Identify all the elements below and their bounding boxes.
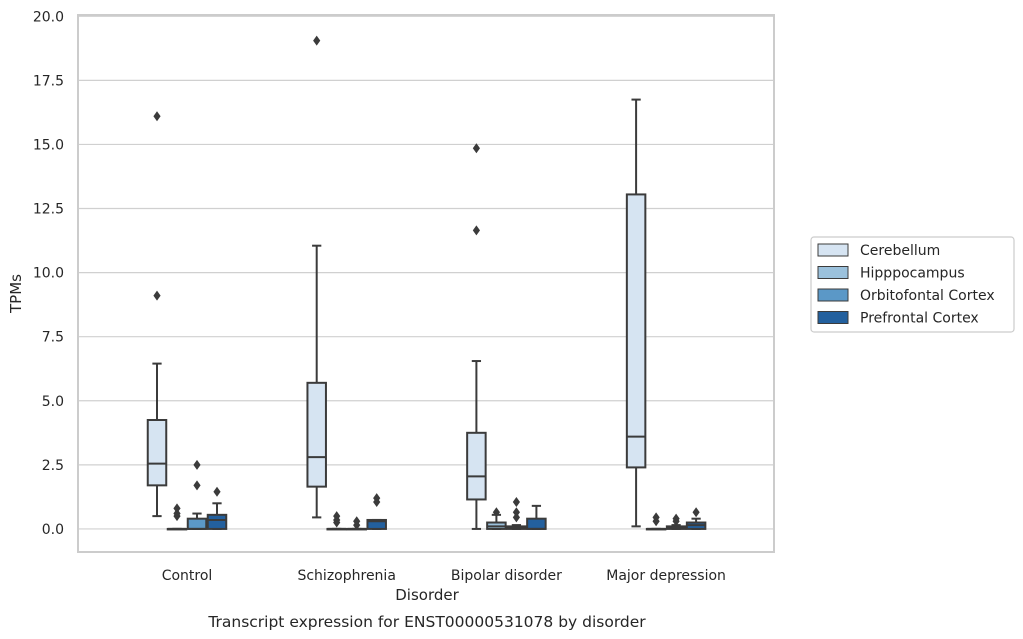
box-orbitofontal-cortex-0 bbox=[186, 459, 208, 530]
boxes bbox=[146, 35, 707, 531]
legend-swatch bbox=[817, 311, 849, 324]
box-body bbox=[466, 431, 487, 501]
legend-frame bbox=[810, 236, 1015, 333]
y-tick-label: 20.0 bbox=[33, 9, 64, 25]
outlier-point bbox=[353, 516, 361, 527]
box-cerebellum-1 bbox=[306, 35, 327, 519]
box-orbitofontal-cortex-2 bbox=[506, 497, 527, 530]
y-tick-label: 5.0 bbox=[42, 394, 64, 410]
box-body bbox=[206, 513, 228, 530]
outlier-point bbox=[692, 507, 700, 518]
y-tick-label: 15.0 bbox=[33, 137, 64, 153]
legend-label: Orbitofontal Cortex bbox=[860, 288, 995, 304]
box-hipppocampus-2 bbox=[486, 507, 507, 530]
outlier-point bbox=[213, 486, 221, 497]
y-tick-label: 2.5 bbox=[42, 458, 64, 474]
legend: Cerebellum Hipppocampus Orbitofontal Corte… bbox=[810, 236, 1015, 333]
y-axis-label: TPMs bbox=[7, 274, 25, 314]
box-cerebellum-0 bbox=[146, 111, 168, 518]
outlier-point bbox=[512, 497, 520, 508]
box-cerebellum-2 bbox=[466, 143, 487, 530]
box-prefrontal-cortex-1 bbox=[366, 493, 387, 530]
outlier-point bbox=[652, 512, 660, 523]
chart-caption: Transcript expression for ENST0000053107… bbox=[207, 613, 646, 631]
x-tick-labels: Control Schizophrenia Bipolar disorder Majo… bbox=[162, 568, 726, 584]
box-body bbox=[146, 418, 168, 487]
x-tick-label: Major depression bbox=[606, 568, 726, 584]
x-tick-label: Bipolar disorder bbox=[451, 568, 562, 584]
outlier-point bbox=[153, 111, 161, 122]
box-hipppocampus-3 bbox=[645, 512, 667, 531]
box-body bbox=[186, 517, 208, 530]
box-body bbox=[625, 193, 647, 469]
box-hipppocampus-0 bbox=[166, 503, 188, 531]
outlier-point bbox=[472, 143, 480, 154]
y-tick-label: 12.5 bbox=[33, 202, 64, 218]
y-tick-label: 0.0 bbox=[42, 522, 64, 538]
legend-label: Prefrontal Cortex bbox=[860, 311, 979, 327]
outlier-point bbox=[512, 512, 520, 523]
legend-label: Cerebellum bbox=[860, 243, 940, 259]
box-prefrontal-cortex-3 bbox=[685, 507, 707, 530]
plot-frame bbox=[77, 14, 775, 553]
y-tick-label: 7.5 bbox=[42, 330, 64, 346]
box-hipppocampus-1 bbox=[326, 511, 347, 531]
x-tick-label: Schizophrenia bbox=[297, 568, 395, 584]
outlier-point bbox=[333, 511, 341, 522]
outlier-point bbox=[153, 290, 161, 301]
legend-swatch bbox=[817, 243, 849, 257]
outlier-point bbox=[512, 507, 520, 518]
outlier-point bbox=[492, 507, 500, 518]
box-orbitofontal-cortex-3 bbox=[665, 513, 687, 530]
legend-swatch bbox=[817, 288, 849, 302]
x-axis-label: Disorder bbox=[395, 586, 459, 604]
box-prefrontal-cortex-0 bbox=[206, 486, 228, 530]
x-tick-label: Control bbox=[162, 568, 213, 584]
outlier-point bbox=[173, 508, 181, 519]
box-body bbox=[526, 517, 547, 530]
box-orbitofontal-cortex-1 bbox=[346, 516, 367, 531]
legend-label: Hipppocampus bbox=[860, 266, 965, 282]
legend-swatch bbox=[817, 266, 849, 279]
y-tick-label: 10.0 bbox=[33, 266, 64, 282]
box-body bbox=[306, 381, 327, 488]
outlier-point bbox=[373, 493, 381, 504]
outlier-point bbox=[193, 480, 201, 491]
box-cerebellum-3 bbox=[625, 98, 647, 528]
outlier-point bbox=[193, 459, 201, 470]
outlier-point bbox=[173, 503, 181, 514]
box-body bbox=[366, 518, 387, 530]
y-tick-label: 17.5 bbox=[33, 73, 64, 89]
outlier-point bbox=[472, 225, 480, 236]
y-tick-labels: 0.0 2.5 5.0 7.5 10.0 12.5 15.0 17.5 20.0 bbox=[33, 9, 64, 538]
grid-lines bbox=[78, 15, 774, 530]
outlier-point bbox=[672, 513, 680, 524]
box-prefrontal-cortex-2 bbox=[526, 504, 547, 530]
outlier-point bbox=[313, 35, 321, 46]
